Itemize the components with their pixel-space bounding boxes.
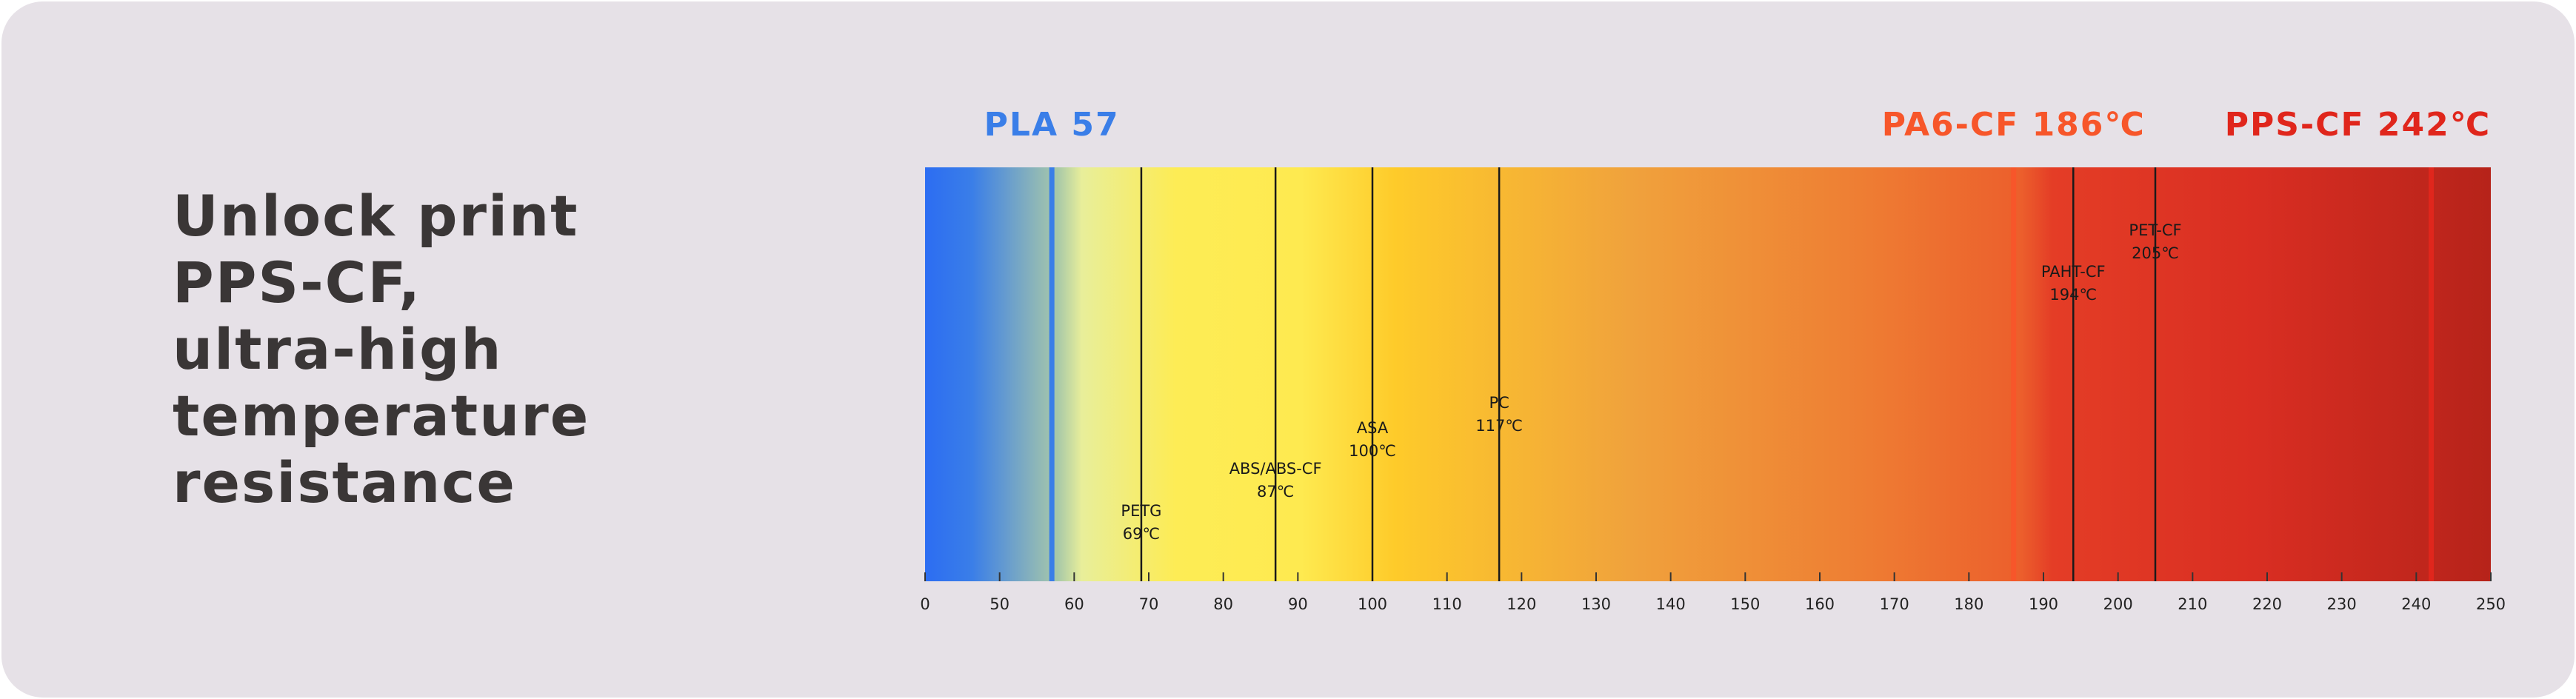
x-tick-label: 0 [920, 595, 930, 613]
highlight-value-label: 242℃ [2378, 106, 2491, 144]
x-tick-label: 140 [1656, 595, 1686, 613]
x-tick-label: 230 [2327, 595, 2357, 613]
marker-name: PC [1489, 394, 1509, 412]
x-tick-label: 90 [1288, 595, 1308, 613]
highlight-value-label: 186℃ [2032, 106, 2146, 144]
marker-name: ASA [1357, 419, 1389, 437]
marker-name: PET-CF [2129, 221, 2181, 239]
x-tick-label: 240 [2401, 595, 2431, 613]
x-tick-label: 130 [1581, 595, 1611, 613]
marker-name: PETG [1121, 502, 1161, 520]
marker-name: ABS/ABS-CF [1229, 460, 1322, 478]
highlight-name: PA6-CF [1882, 106, 2020, 144]
temperature-bar [925, 167, 2491, 581]
highlight-name: PPS-CF [2225, 106, 2365, 144]
x-tick-label: 80 [1213, 595, 1233, 613]
title-line: ultra-high [173, 316, 502, 382]
x-tick-label: 250 [2476, 595, 2506, 613]
highlight-value-label: 57 [1071, 106, 1119, 144]
marker-value-label: 194℃ [2049, 286, 2097, 304]
highlight-name: PLA [984, 106, 1058, 144]
x-tick-label: 150 [1730, 595, 1760, 613]
x-tick-label: 110 [1432, 595, 1462, 613]
x-tick-label: 210 [2178, 595, 2207, 613]
marker-value-label: 117℃ [1475, 417, 1523, 435]
marker-value-label: 69℃ [1123, 525, 1160, 543]
highlight-label: PPS-CF 242℃ [2225, 106, 2491, 144]
x-tick-label: 220 [2252, 595, 2282, 613]
marker-value-label: 100℃ [1349, 442, 1396, 460]
title-line: PPS-CF, [173, 250, 421, 315]
chart: 0 50 60 70 80 90 100 110 120 130 140 150 160 170 180 19… [920, 106, 2506, 613]
x-tick-label: 70 [1139, 595, 1159, 613]
x-tick-label: 190 [2029, 595, 2058, 613]
x-tick-label: 50 [990, 595, 1010, 613]
x-tick-label: 180 [1954, 595, 1983, 613]
highlight-label: PA6-CF 186℃ [1882, 106, 2146, 144]
x-tick-label: 160 [1805, 595, 1835, 613]
x-tick-label: 120 [1506, 595, 1536, 613]
title: Unlock printPPS-CF,ultra-hightemperature… [173, 183, 590, 515]
x-tick-label: 100 [1358, 595, 1387, 613]
title-line: temperature [173, 383, 590, 449]
title-line: resistance [173, 449, 516, 515]
x-tick-label: 200 [2103, 595, 2133, 613]
x-tick-label: 60 [1064, 595, 1084, 613]
marker-value-label: 87℃ [1257, 483, 1294, 501]
highlight-label: PLA 57 [984, 106, 1120, 144]
marker-value-label: 205℃ [2132, 244, 2179, 262]
marker-name: PAHT-CF [2041, 263, 2106, 281]
title-line: Unlock print [173, 183, 579, 249]
x-tick-label: 170 [1880, 595, 1909, 613]
